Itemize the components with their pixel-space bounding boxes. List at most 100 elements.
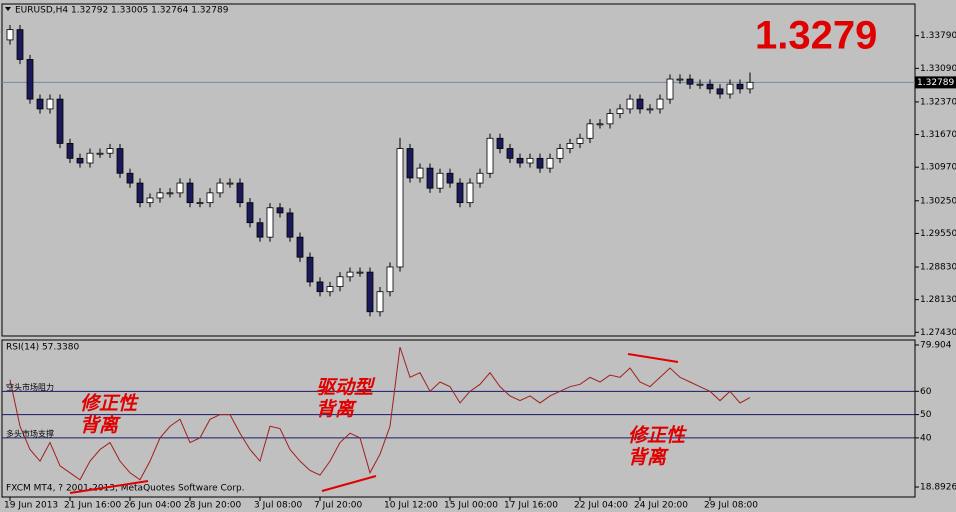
candle-body	[716, 88, 724, 95]
annotation: 背离	[316, 399, 357, 421]
last-price-label: 1.32789	[917, 78, 954, 88]
candle-body	[446, 172, 454, 184]
candle-body	[346, 271, 354, 278]
divergence-line	[627, 353, 679, 363]
candle-body	[746, 81, 754, 90]
x-tick-label: 24 Jul 20:00	[634, 501, 688, 511]
candle-body	[126, 172, 134, 184]
candle-body	[706, 83, 714, 90]
candle-body	[16, 29, 24, 60]
y-tick-label: 79.904	[920, 341, 952, 351]
candle-body	[166, 192, 174, 195]
rsi-panel	[1, 339, 916, 498]
y-tick-label: 1.28130	[920, 295, 956, 305]
y-tick-label: 1.29550	[920, 229, 956, 239]
candle-body	[406, 148, 414, 179]
y-tick-label: 1.31670	[920, 130, 956, 140]
candle-body	[116, 148, 124, 174]
x-tick-label: 10 Jul 12:00	[384, 501, 438, 511]
candle-body	[66, 143, 74, 159]
y-tick-label: 18.8926	[920, 483, 956, 493]
x-tick-label: 26 Jun 04:00	[124, 501, 181, 511]
x-tick-label: 21 Jun 16:00	[64, 501, 121, 511]
y-tick-label: 1.27430	[920, 328, 956, 338]
candle-body	[396, 148, 404, 268]
candle-body	[326, 286, 334, 293]
divergence-line	[321, 475, 377, 492]
candle-body	[566, 143, 574, 149]
candle-body	[586, 123, 594, 139]
x-tick-label: 3 Jul 08:00	[254, 501, 303, 511]
annotation: 修正性	[628, 425, 688, 447]
y-tick-label: 1.30250	[920, 196, 956, 206]
candle-body	[56, 98, 64, 144]
candle-body	[526, 157, 534, 164]
candle-body	[316, 281, 324, 293]
candle-body	[296, 236, 304, 258]
candle-body	[136, 182, 144, 204]
candle-body	[466, 182, 474, 204]
footer: FXCM MT4, ? 2001-2013, MetaQuotes Softwa…	[6, 484, 245, 494]
candle-body	[106, 148, 114, 154]
main-panel	[1, 3, 916, 337]
x-tick-label: 17 Jul 16:00	[504, 501, 558, 511]
annotation: 修正性	[80, 393, 140, 415]
candle-body	[726, 83, 734, 95]
candle-body	[496, 137, 504, 149]
candle-body	[576, 137, 584, 144]
y-tick-label: 1.28830	[920, 262, 956, 272]
candle-body	[206, 192, 214, 204]
x-tick-label: 29 Jul 08:00	[704, 501, 758, 511]
candle-body	[196, 202, 204, 205]
candle-body	[176, 182, 184, 194]
candle-body	[536, 157, 544, 169]
y-tick-label: 1.30970	[920, 163, 956, 173]
candle-body	[416, 167, 424, 179]
price-label: 1.3279	[755, 14, 877, 58]
candle-body	[46, 98, 54, 110]
candle-body	[376, 291, 384, 313]
candle-body	[186, 182, 194, 204]
candle-body	[676, 78, 684, 81]
candle-body	[666, 78, 674, 100]
candle-body	[646, 108, 654, 111]
candle-body	[276, 207, 284, 214]
x-tick-label: 19 Jun 2013	[4, 501, 58, 511]
x-tick-label: 28 Jun 20:00	[184, 501, 241, 511]
candle-body	[36, 98, 44, 110]
rsi-title: RSI(14) 57.3380	[6, 343, 79, 353]
candle-body	[306, 256, 314, 283]
x-tick-label: 7 Jul 20:00	[314, 501, 363, 511]
y-tick-label: 1.32370	[920, 97, 956, 107]
candle-body	[656, 98, 664, 110]
y-tick-label: 40	[920, 433, 932, 443]
candle-body	[96, 152, 104, 155]
candle-body	[156, 192, 164, 199]
candle-body	[506, 148, 514, 159]
candle-body	[256, 222, 264, 238]
candle-body	[736, 83, 744, 90]
last-price-box	[915, 76, 956, 89]
candle-body	[366, 271, 374, 313]
y-tick-label: 50	[920, 410, 932, 420]
candle-body	[606, 113, 614, 125]
candle-body	[636, 98, 644, 110]
rsi-line	[9, 346, 751, 481]
candle-body	[246, 202, 254, 224]
candle-body	[236, 182, 244, 204]
candle-body	[386, 266, 394, 293]
candle-body	[686, 78, 694, 85]
candle-body	[456, 182, 464, 204]
candle-body	[146, 197, 154, 204]
x-tick-label: 15 Jul 00:00	[444, 501, 498, 511]
candle-body	[696, 83, 704, 86]
candle-body	[546, 157, 554, 169]
candle-body	[26, 59, 34, 100]
candle-body	[336, 276, 344, 287]
candle-body	[266, 207, 274, 238]
y-tick-label: 1.33090	[920, 64, 956, 74]
y-tick-label: 1.33790	[920, 31, 956, 41]
candle-body	[356, 271, 364, 274]
candle-body	[6, 29, 14, 41]
